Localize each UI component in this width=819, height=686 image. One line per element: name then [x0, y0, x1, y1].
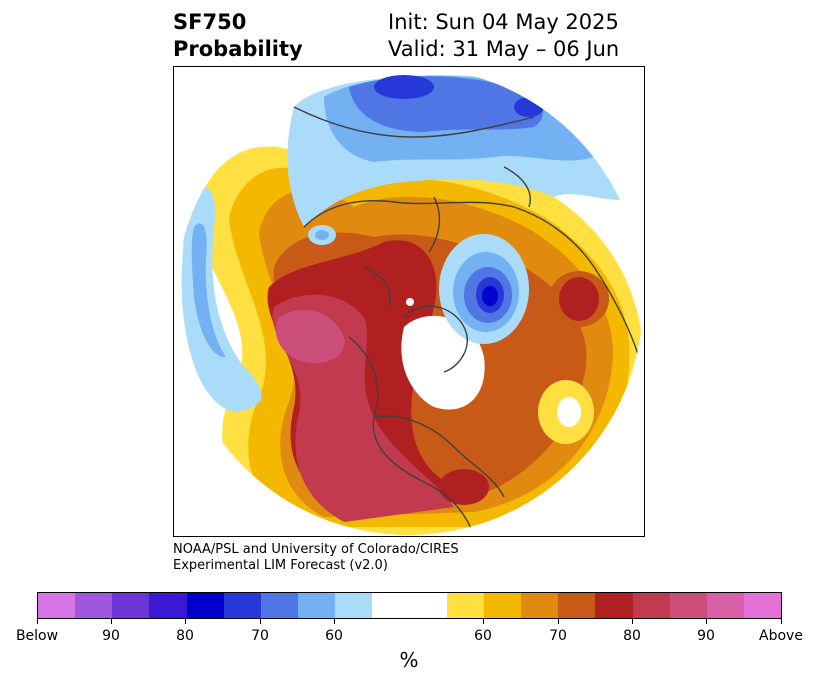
coastline [373, 415, 505, 498]
map-svg [175, 67, 643, 535]
colorbar-segment [223, 593, 261, 618]
colorbar-tick-label: 90 [102, 628, 120, 644]
coastline [363, 266, 391, 308]
colorbar-tick-mark [111, 619, 112, 624]
colorbar-tick-label: 70 [549, 628, 567, 644]
colorbar-tick-label: 80 [176, 628, 194, 644]
coastline [428, 196, 441, 253]
colorbar-segment [409, 593, 447, 618]
colorbar-tick-label: 60 [325, 628, 343, 644]
coastlines [293, 106, 640, 535]
colorbar-tick-mark [260, 619, 261, 624]
colorbar-tick-label: Above [759, 628, 803, 644]
east-white-core [557, 397, 581, 427]
colorbar-tick-mark [632, 619, 633, 624]
south-red-core [439, 469, 489, 505]
colorbar-tick-mark [37, 619, 38, 624]
colorbar-segment [743, 593, 782, 618]
credit-line-2: Experimental LIM Forecast (v2.0) [173, 558, 388, 573]
forecast-dates: Init: Sun 04 May 2025 Valid: 31 May – 06… [388, 9, 619, 63]
colorbar-segment [186, 593, 224, 618]
valid-date: Valid: 31 May – 06 Jun [388, 37, 620, 61]
colorbar-tick-mark [185, 619, 186, 624]
colorbar-segment [483, 593, 522, 618]
colorbar-segment [521, 593, 559, 618]
colorbar-tick-mark [483, 619, 484, 624]
colorbar-unit: % [399, 648, 419, 672]
colorbar-segment [595, 593, 633, 618]
coastline [403, 305, 468, 373]
colorbar-tick-label: 90 [697, 628, 715, 644]
contour-below-75-north [374, 75, 434, 99]
colorbar-tick-mark [558, 619, 559, 624]
coastline [303, 200, 515, 228]
colorbar-tick-mark [706, 619, 707, 624]
colorbar-segment [112, 593, 150, 618]
arctic-cold-80 [482, 286, 498, 306]
title-line-1: SF750 [173, 10, 247, 34]
colorbar-segment [38, 593, 76, 618]
probability-field [175, 67, 643, 535]
init-date: Init: Sun 04 May 2025 [388, 10, 619, 34]
pole-marker [406, 298, 414, 306]
central-neutral [401, 315, 485, 410]
coastline [293, 106, 535, 138]
west-cold-core [191, 223, 226, 358]
credit: NOAA/PSL and University of Colorado/CIRE… [173, 542, 459, 574]
coastline [348, 336, 475, 535]
colorbar-tick-mark [334, 619, 335, 624]
colorbar-segment [558, 593, 596, 618]
colorbar [37, 592, 782, 619]
colorbar-tick-label: 80 [623, 628, 641, 644]
east-red-core [559, 277, 599, 321]
coastline [513, 206, 640, 358]
colorbar-segment [335, 593, 373, 618]
colorbar-segment [706, 593, 744, 618]
coastline [503, 166, 531, 208]
contour-below-75-northeast [514, 97, 544, 117]
title-line-2: Probability [173, 37, 303, 61]
colorbar-tick-label: 70 [251, 628, 269, 644]
forecast-map [173, 66, 645, 537]
colorbar-tick-label: 60 [474, 628, 492, 644]
colorbar-segment [75, 593, 113, 618]
colorbar-segment [446, 593, 484, 618]
colorbar-tick-label: Below [15, 628, 59, 644]
credit-line-1: NOAA/PSL and University of Colorado/CIRE… [173, 542, 459, 557]
colorbar-segment [298, 593, 336, 618]
colorbar-segment [372, 593, 410, 618]
colorbar-segment [632, 593, 670, 618]
colorbar-segment [149, 593, 187, 618]
small-cold-spot-core [315, 230, 329, 240]
colorbar-segment [260, 593, 299, 618]
contour-above-90 [275, 309, 345, 364]
colorbar-tick-mark [781, 619, 782, 624]
chart-title: SF750 Probability [173, 9, 303, 63]
colorbar-segment [669, 593, 707, 618]
